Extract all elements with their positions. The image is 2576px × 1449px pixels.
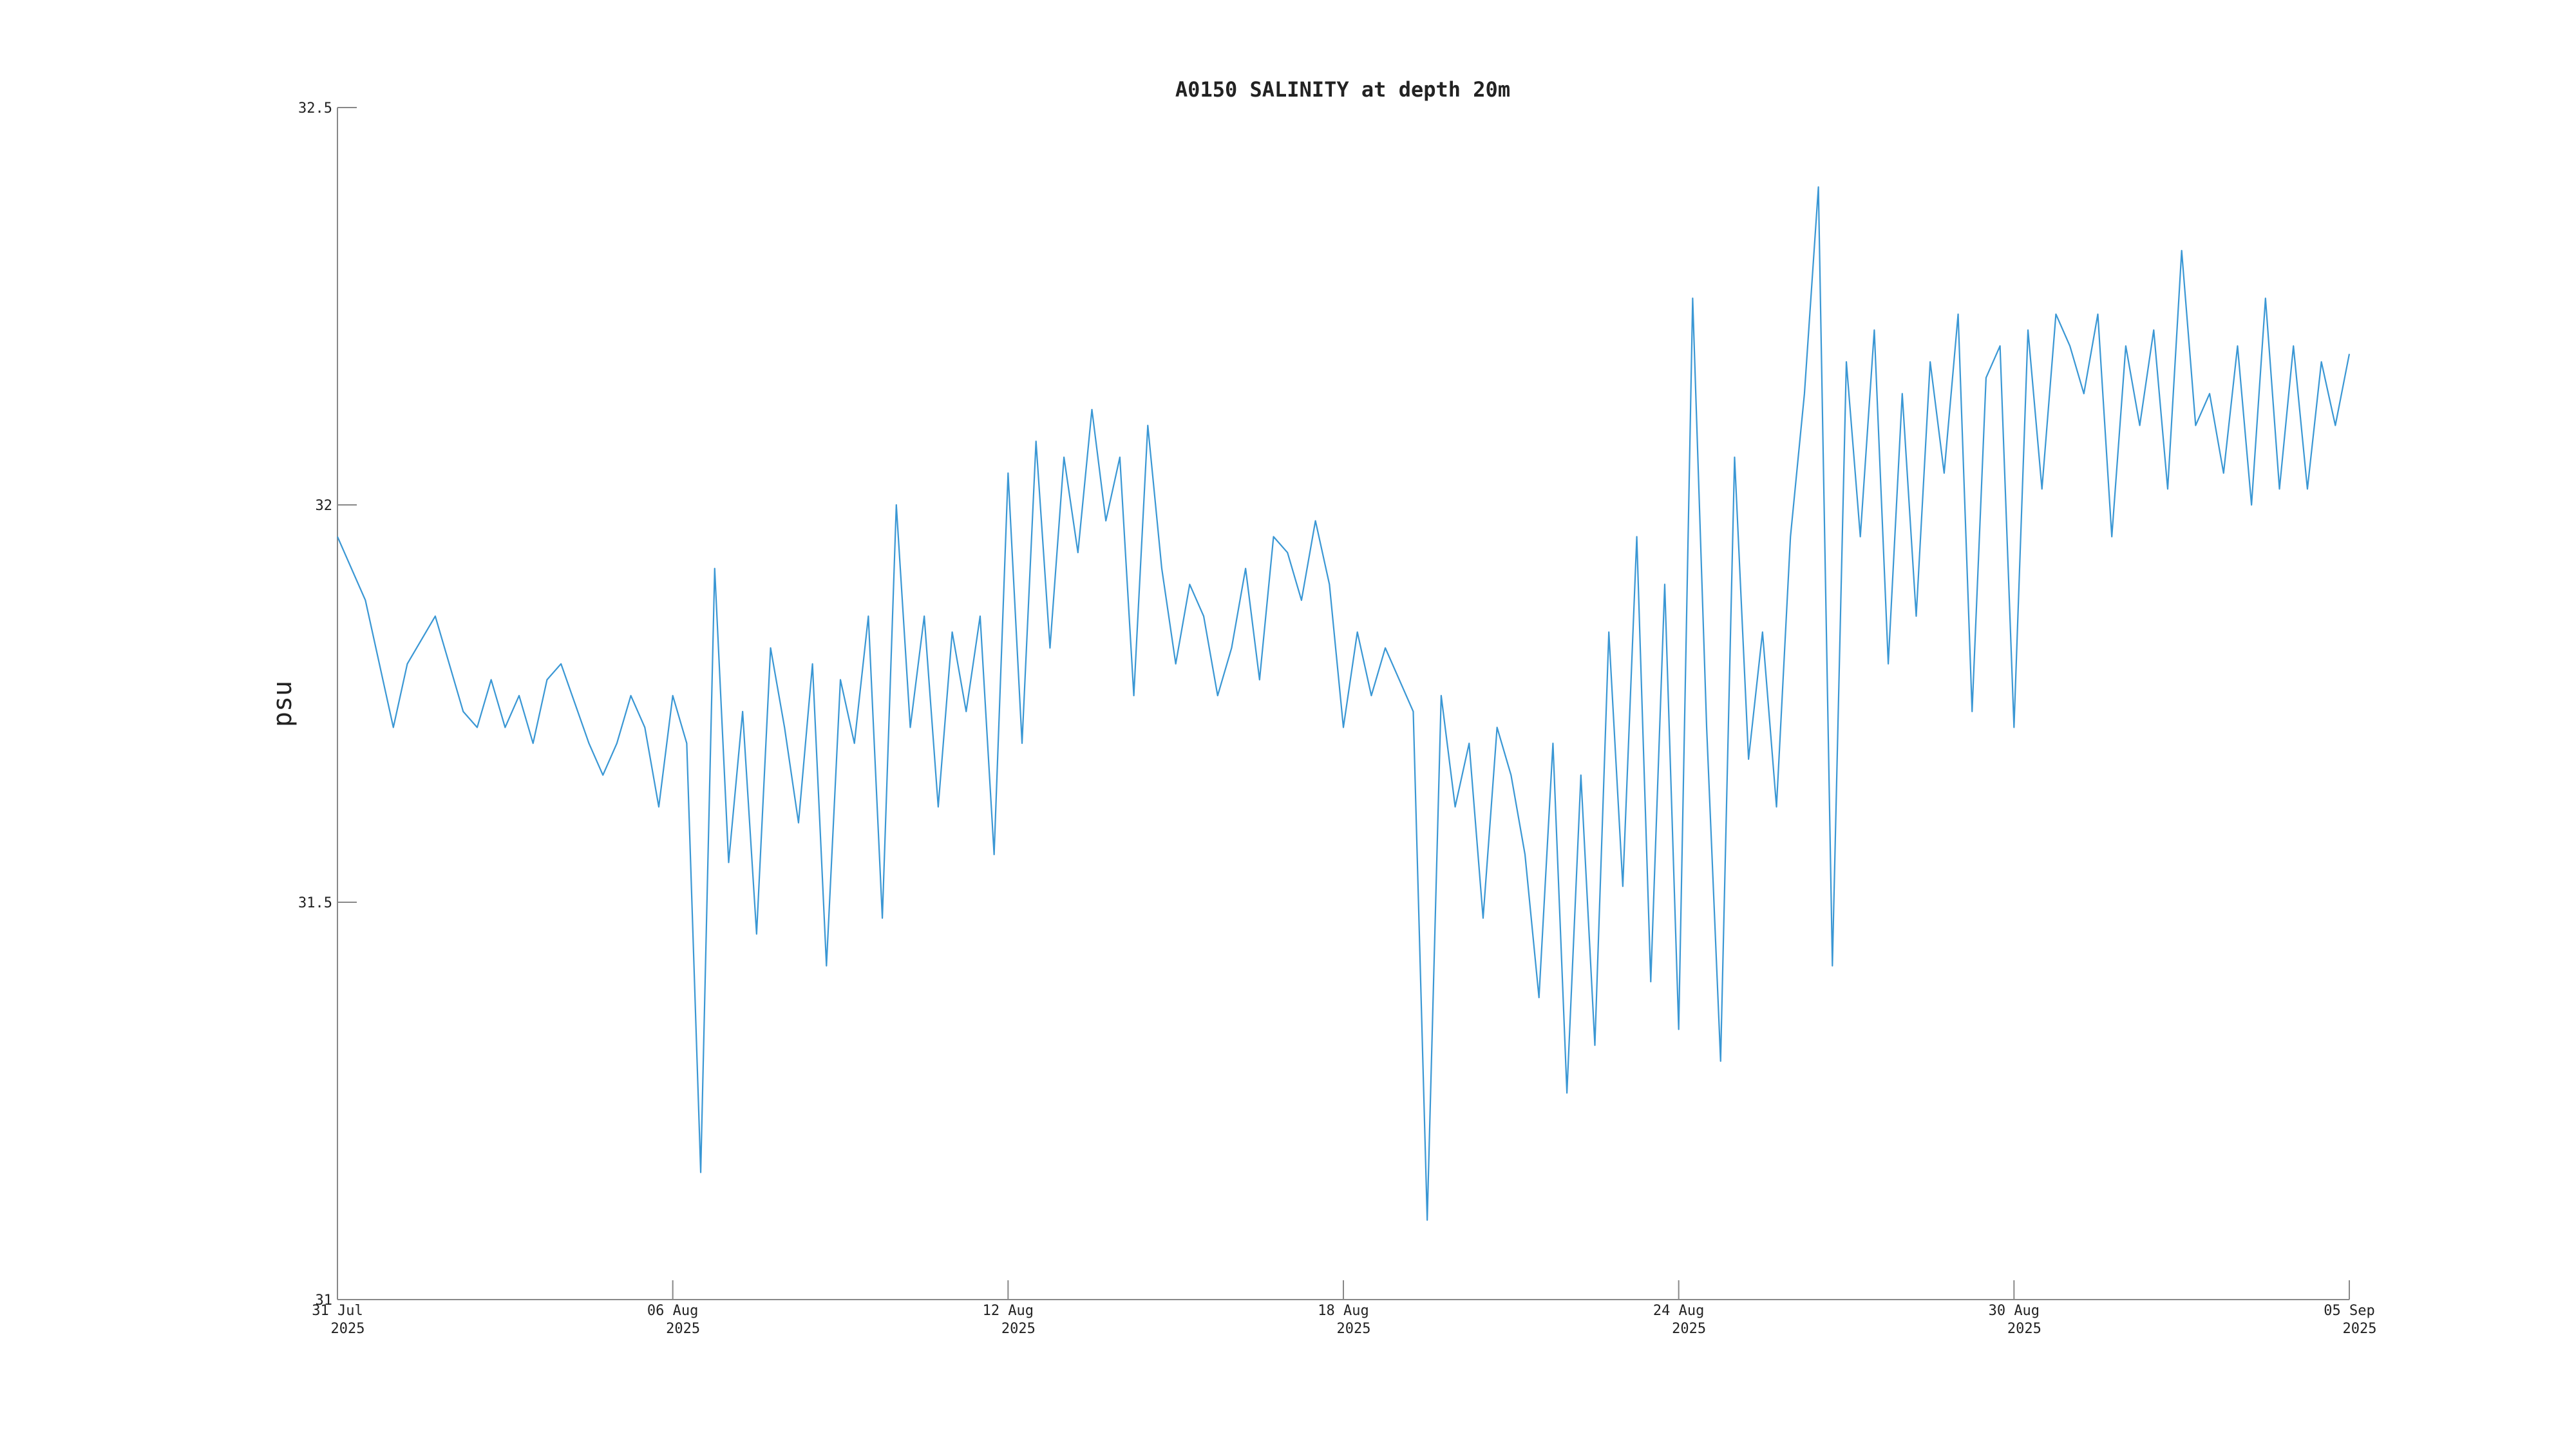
y-tick-label: 31 bbox=[316, 1293, 333, 1309]
y-axis-label: psu bbox=[268, 681, 298, 727]
x-tick-label: 2025 bbox=[331, 1321, 365, 1337]
salinity-line bbox=[336, 186, 2351, 1221]
x-tick-label: 24 Aug bbox=[1653, 1303, 1704, 1319]
y-tick-label: 32.5 bbox=[298, 100, 332, 117]
x-tick-label: 2025 bbox=[2343, 1321, 2377, 1337]
x-tick-label: 2025 bbox=[1337, 1321, 1371, 1337]
chart-title: A0150 SALINITY at depth 20m bbox=[1175, 77, 1510, 102]
x-tick-label: 31 Jul bbox=[312, 1303, 363, 1319]
x-tick-label: 2025 bbox=[2007, 1321, 2041, 1337]
x-tick-label: 12 Aug bbox=[983, 1303, 1034, 1319]
x-tick-label: 2025 bbox=[1001, 1321, 1036, 1337]
y-tick-label: 32 bbox=[316, 498, 333, 514]
y-tick-label: 31.5 bbox=[298, 895, 332, 911]
x-tick-label: 2025 bbox=[1672, 1321, 1706, 1337]
x-tick-label: 30 Aug bbox=[1989, 1303, 2040, 1319]
x-tick-label: 05 Sep bbox=[2324, 1303, 2374, 1319]
x-tick-label: 06 Aug bbox=[647, 1303, 698, 1319]
x-tick-label: 2025 bbox=[666, 1321, 700, 1337]
x-tick-label: 18 Aug bbox=[1318, 1303, 1368, 1319]
